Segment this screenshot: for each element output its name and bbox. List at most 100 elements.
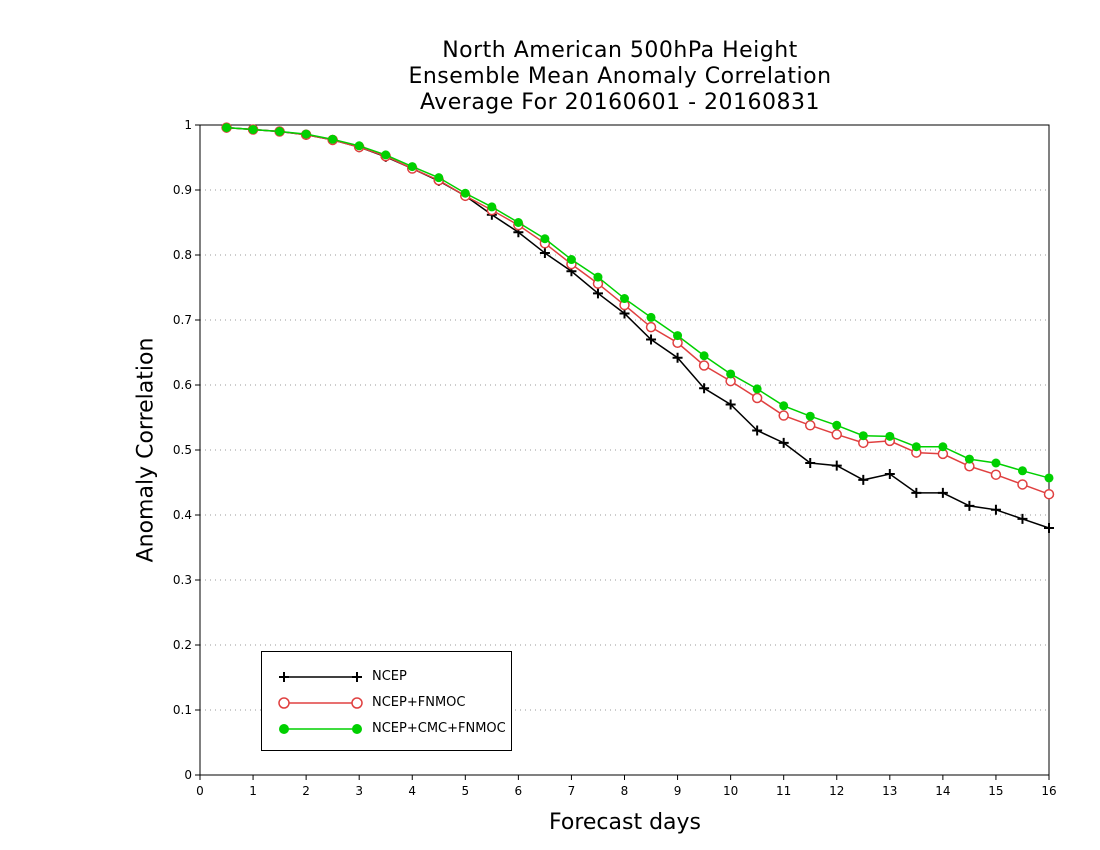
x-tick-label: 2 [302,784,310,798]
data-point-ncep-cmc-fnmoc [222,123,232,133]
data-point-ncep-cmc-fnmoc [460,188,470,198]
x-axis-label: Forecast days [548,810,701,835]
x-tick-label: 4 [408,784,416,798]
data-point-ncep [646,334,657,345]
x-tick-label: 0 [196,784,204,798]
y-tick-label: 0.5 [173,443,192,457]
data-point-ncep [884,469,895,480]
data-point-ncep-cmc-fnmoc [620,294,629,304]
y-tick-label: 0 [184,768,192,782]
y-tick-label: 0.9 [173,183,192,197]
x-tick-label: 1 [249,784,257,798]
legend-label-ncep-fnmoc: NCEP+FNMOC [372,695,466,710]
data-point-ncep-cmc-fnmoc [726,369,736,379]
data-point-ncep-cmc-fnmoc [1017,466,1027,476]
data-point-ncep-cmc-fnmoc [275,127,285,136]
x-tick-label: 6 [515,784,523,798]
legend-swatch-ncep [279,672,362,682]
data-point-ncep-fnmoc [831,429,842,440]
data-point-ncep [1044,523,1054,533]
data-point-ncep [805,458,816,468]
y-tick-label: 0.8 [173,248,192,262]
data-point-ncep-cmc-fnmoc [911,442,921,452]
data-point-ncep [592,288,603,299]
y-tick-label: 0.3 [173,573,192,587]
x-tick-label: 9 [674,784,682,798]
series-line-ncep-cmc-fnmoc [226,126,1050,479]
legend-label-ncep: NCEP [372,669,407,684]
data-point-ncep-cmc-fnmoc [885,431,895,441]
x-tick-label: 7 [568,784,576,798]
data-point-ncep-cmc-fnmoc [328,134,338,144]
x-tick-label: 13 [882,784,897,798]
data-point-ncep-cmc-fnmoc [964,454,974,464]
data-point-ncep-cmc-fnmoc [540,234,550,244]
data-point-ncep-cmc-fnmoc [991,458,1001,468]
data-point-ncep [990,504,1001,515]
x-tick-label: 10 [723,784,738,798]
data-point-ncep [699,383,710,394]
series-ncep [221,122,1054,533]
data-point-ncep-cmc-fnmoc [779,401,789,411]
y-axis-label: Anomaly Correlation [133,337,159,563]
data-point-ncep [911,487,922,498]
data-point-ncep [778,437,789,448]
data-point-ncep [539,248,550,259]
data-point-ncep-cmc-fnmoc [699,351,709,361]
data-point-ncep [964,500,975,511]
series-line-ncep [226,126,1050,529]
data-point-ncep-fnmoc [645,321,657,333]
legend-item-ncep-fnmoc: NCEP+FNMOC [262,690,511,716]
y-axis: 0 0.1 0.2 0.3 0.4 0.5 0.6 0.7 0.8 0.9 1 [173,118,200,782]
chart-title-line-2: Ensemble Mean Anomaly Correlation [408,64,832,89]
legend-item-ncep: NCEP [262,664,511,690]
x-axis: 0 1 2 3 4 5 6 7 8 9 10 11 12 13 14 15 16 [196,775,1057,798]
y-tick-label: 0.2 [173,638,192,652]
data-point-ncep-cmc-fnmoc [381,150,391,160]
series-line-ncep-fnmoc [226,126,1050,495]
grid-lines [200,124,1049,711]
data-point-ncep-fnmoc [778,410,789,421]
series-layer [221,122,1055,533]
data-point-ncep-cmc-fnmoc [1044,473,1054,483]
legend-item-ncep-cmc-fnmoc: NCEP+CMC+FNMOC [262,716,511,742]
data-point-ncep-cmc-fnmoc [513,218,523,227]
data-point-ncep [1017,513,1028,524]
data-point-ncep-cmc-fnmoc [673,331,683,341]
data-point-ncep-cmc-fnmoc [407,162,417,172]
chart-title-line-3: Average For 20160601 - 20160831 [419,90,821,115]
x-tick-label: 15 [988,784,1003,798]
data-point-ncep [831,460,842,471]
data-point-ncep-cmc-fnmoc [487,202,497,212]
data-point-ncep-cmc-fnmoc [354,141,364,151]
data-point-ncep-fnmoc [804,420,816,431]
data-point-ncep-cmc-fnmoc [301,129,311,139]
x-tick-label: 16 [1041,784,1056,798]
data-point-ncep-fnmoc [698,360,710,371]
x-tick-label: 11 [776,784,791,798]
y-tick-label: 1 [184,118,192,132]
legend-swatch-ncep-fnmoc [278,697,363,709]
series-ncep-cmc-fnmoc [222,123,1054,483]
data-point-ncep-fnmoc [990,469,1002,480]
chart-title-line-1: North American 500hPa Height [442,38,798,63]
series-ncep-fnmoc [221,122,1055,500]
data-point-ncep-cmc-fnmoc [752,384,762,394]
data-point-ncep-cmc-fnmoc [858,431,868,441]
data-point-ncep-cmc-fnmoc [434,173,444,183]
data-point-ncep-cmc-fnmoc [248,125,258,135]
data-point-ncep-fnmoc [1043,488,1055,500]
data-point-ncep-cmc-fnmoc [646,312,656,322]
x-tick-label: 14 [935,784,950,798]
data-point-ncep [752,425,763,436]
x-tick-label: 3 [355,784,363,798]
legend-swatch-ncep-cmc-fnmoc [279,724,362,734]
data-point-ncep [937,487,948,498]
data-point-ncep-cmc-fnmoc [832,420,842,430]
data-point-ncep-cmc-fnmoc [938,442,948,452]
data-point-ncep-cmc-fnmoc [593,272,603,282]
y-tick-label: 0.1 [173,703,192,717]
x-tick-label: 5 [461,784,469,798]
x-tick-label: 8 [621,784,629,798]
